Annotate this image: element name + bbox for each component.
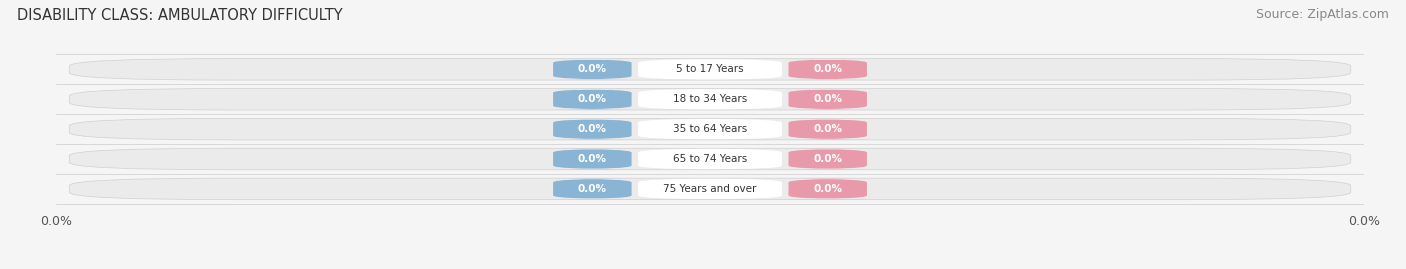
FancyBboxPatch shape (638, 59, 782, 80)
FancyBboxPatch shape (69, 89, 1351, 110)
FancyBboxPatch shape (56, 174, 1364, 204)
FancyBboxPatch shape (789, 119, 868, 139)
FancyBboxPatch shape (56, 54, 1364, 84)
FancyBboxPatch shape (638, 179, 782, 199)
FancyBboxPatch shape (789, 89, 868, 109)
Text: 18 to 34 Years: 18 to 34 Years (673, 94, 747, 104)
Text: 0.0%: 0.0% (813, 154, 842, 164)
Text: 65 to 74 Years: 65 to 74 Years (673, 154, 747, 164)
Text: 75 Years and over: 75 Years and over (664, 184, 756, 194)
FancyBboxPatch shape (69, 118, 1351, 140)
FancyBboxPatch shape (789, 59, 868, 80)
FancyBboxPatch shape (56, 114, 1364, 144)
FancyBboxPatch shape (69, 178, 1351, 200)
FancyBboxPatch shape (789, 179, 868, 199)
FancyBboxPatch shape (789, 149, 868, 169)
FancyBboxPatch shape (553, 149, 631, 169)
FancyBboxPatch shape (553, 119, 631, 139)
FancyBboxPatch shape (638, 149, 782, 169)
Text: DISABILITY CLASS: AMBULATORY DIFFICULTY: DISABILITY CLASS: AMBULATORY DIFFICULTY (17, 8, 343, 23)
Text: 5 to 17 Years: 5 to 17 Years (676, 64, 744, 74)
Text: 0.0%: 0.0% (813, 124, 842, 134)
Text: 0.0%: 0.0% (578, 184, 607, 194)
Text: 0.0%: 0.0% (578, 124, 607, 134)
Text: 0.0%: 0.0% (578, 154, 607, 164)
FancyBboxPatch shape (638, 119, 782, 139)
FancyBboxPatch shape (553, 179, 631, 199)
Text: 0.0%: 0.0% (813, 64, 842, 74)
Text: 0.0%: 0.0% (813, 94, 842, 104)
FancyBboxPatch shape (56, 144, 1364, 174)
FancyBboxPatch shape (638, 89, 782, 109)
Text: 0.0%: 0.0% (813, 184, 842, 194)
FancyBboxPatch shape (69, 148, 1351, 170)
Text: Source: ZipAtlas.com: Source: ZipAtlas.com (1256, 8, 1389, 21)
Text: 0.0%: 0.0% (578, 64, 607, 74)
FancyBboxPatch shape (553, 59, 631, 80)
Text: 35 to 64 Years: 35 to 64 Years (673, 124, 747, 134)
FancyBboxPatch shape (56, 84, 1364, 114)
FancyBboxPatch shape (69, 59, 1351, 80)
Text: 0.0%: 0.0% (578, 94, 607, 104)
FancyBboxPatch shape (553, 89, 631, 109)
